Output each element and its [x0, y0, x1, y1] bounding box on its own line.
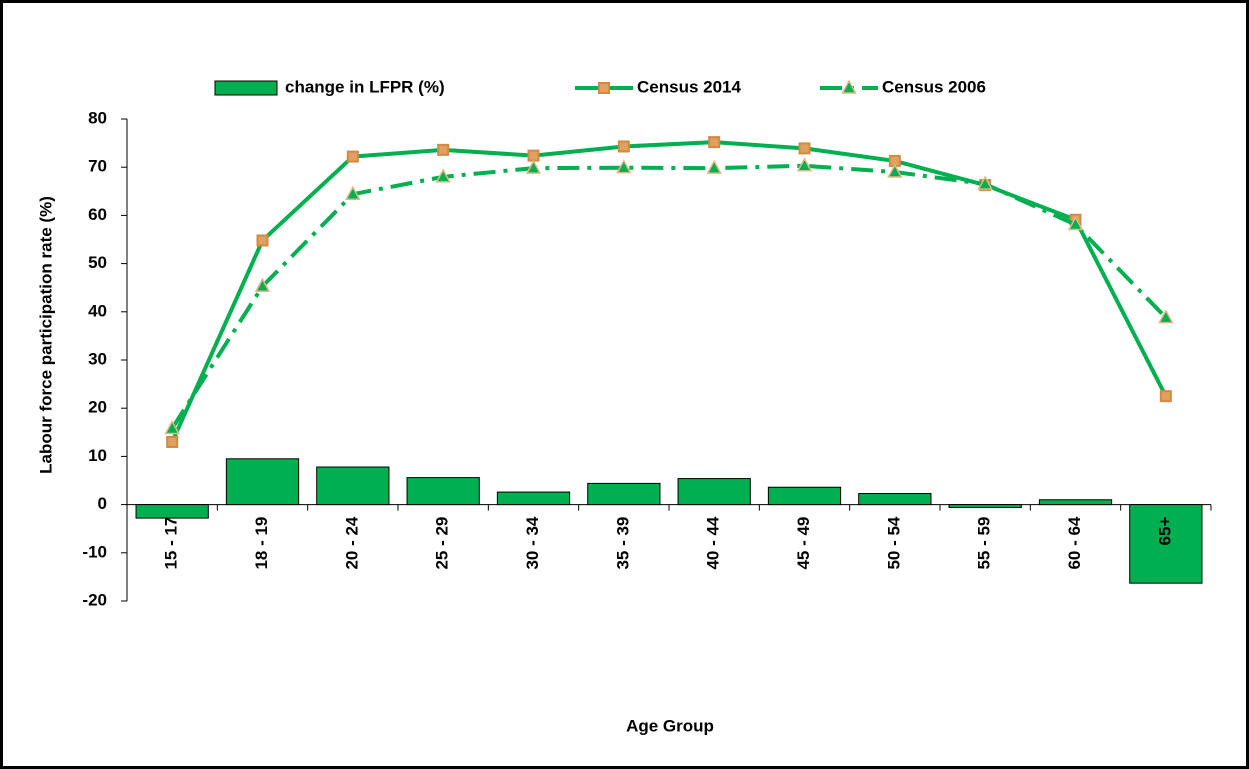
- bar: [767, 486, 842, 506]
- bar: [1129, 504, 1203, 584]
- y-tick-label: 50: [88, 253, 107, 272]
- bar: [496, 491, 571, 506]
- marker: [798, 142, 811, 155]
- x-axis-title: Age Group: [626, 716, 714, 735]
- legend-label: change in LFPR (%): [285, 77, 445, 96]
- legend-swatch: [214, 80, 278, 96]
- bar: [135, 504, 209, 519]
- marker: [887, 163, 903, 178]
- x-tick-label: 25 - 29: [433, 517, 452, 570]
- marker: [525, 159, 542, 174]
- x-tick-label: 40 - 44: [704, 516, 723, 569]
- bar: [677, 478, 751, 506]
- x-tick-label: 55 - 59: [975, 517, 994, 570]
- y-tick-label: -10: [82, 542, 107, 561]
- line: [170, 140, 1168, 443]
- marker: [435, 168, 451, 183]
- marker: [1067, 215, 1084, 231]
- legend-label: Census 2006: [882, 77, 986, 96]
- bar: [948, 504, 1022, 508]
- legend-label: Census 2014: [637, 77, 741, 96]
- marker: [706, 159, 722, 174]
- marker: [254, 277, 271, 293]
- y-tick-label: 10: [88, 446, 107, 465]
- bar: [587, 482, 661, 506]
- marker: [437, 143, 450, 156]
- bar: [858, 493, 932, 506]
- marker: [616, 159, 632, 174]
- bar: [316, 466, 390, 506]
- marker: [617, 140, 630, 153]
- marker: [977, 175, 993, 190]
- marker: [346, 150, 359, 163]
- bar: [225, 458, 300, 506]
- marker: [1159, 390, 1172, 403]
- marker: [345, 185, 361, 200]
- y-tick-label: 0: [98, 494, 107, 513]
- y-tick-label: 40: [88, 301, 107, 320]
- marker: [598, 82, 610, 94]
- x-tick-label: 30 - 34: [523, 516, 542, 569]
- marker: [708, 136, 721, 149]
- x-tick-label: 45 - 49: [794, 517, 813, 570]
- marker: [256, 234, 269, 247]
- x-tick-label: 65+: [1155, 517, 1174, 546]
- x-tick-label: 15 - 17: [162, 517, 181, 570]
- marker: [164, 419, 180, 435]
- x-tick-label: 18 - 19: [252, 517, 271, 570]
- y-axis-title: Labour force participation rate (%): [36, 196, 55, 474]
- y-tick-label: 20: [88, 398, 107, 417]
- y-tick-label: 60: [88, 205, 107, 224]
- marker: [527, 149, 540, 162]
- y-tick-label: 30: [88, 349, 107, 368]
- marker: [796, 157, 813, 172]
- x-tick-label: 60 - 64: [1065, 516, 1084, 569]
- y-tick-label: 80: [88, 108, 107, 127]
- marker: [1158, 309, 1174, 324]
- x-tick-label: 20 - 24: [342, 516, 361, 569]
- x-tick-label: 50 - 54: [884, 516, 903, 569]
- bar: [406, 477, 480, 506]
- x-tick-label: 35 - 39: [613, 517, 632, 570]
- bar: [1038, 499, 1113, 506]
- marker: [166, 435, 179, 448]
- y-tick-label: 70: [88, 157, 107, 176]
- y-tick-label: -20: [82, 590, 107, 609]
- marker: [841, 79, 857, 94]
